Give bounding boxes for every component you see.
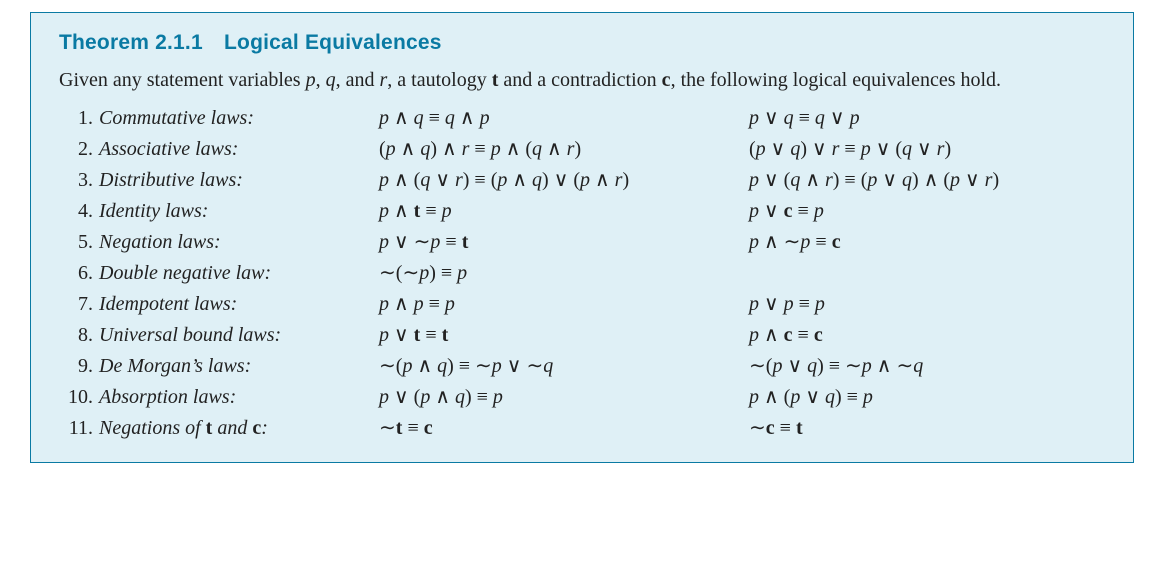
- law-equiv-a: (p ∧ q) ∧ r ≡ p ∧ (q ∧ r): [379, 136, 749, 161]
- law-equiv-b: p ∨ p ≡ p: [749, 291, 1099, 316]
- law-equiv-a: ∼t ≡ c: [379, 415, 749, 440]
- law-number: 11.: [59, 417, 99, 440]
- law-equiv-a: p ∧ (q ∨ r) ≡ (p ∧ q) ∨ (p ∧ r): [379, 167, 749, 192]
- intro-text: , and: [336, 69, 380, 91]
- law-name: Absorption laws:: [99, 386, 379, 409]
- law-equiv-b: p ∧ ∼p ≡ c: [749, 229, 1099, 254]
- sym-c: c: [662, 69, 671, 91]
- law-name: De Morgan’s laws:: [99, 355, 379, 378]
- law-equiv-a: ∼(∼p) ≡ p: [379, 260, 749, 285]
- intro-text: Given any statement variables: [59, 69, 306, 91]
- var-p: p: [306, 69, 316, 91]
- page: Theorem 2.1.1 Logical Equivalences Given…: [0, 0, 1164, 483]
- theorem-box: Theorem 2.1.1 Logical Equivalences Given…: [30, 12, 1134, 463]
- law-name: Idempotent laws:: [99, 293, 379, 316]
- theorem-title: Theorem 2.1.1 Logical Equivalences: [59, 31, 1105, 55]
- law-number: 2.: [59, 138, 99, 161]
- law-name: Distributive laws:: [99, 169, 379, 192]
- law-equiv-a: p ∧ q ≡ q ∧ p: [379, 105, 749, 130]
- law-number: 10.: [59, 386, 99, 409]
- law-equiv-a: ∼(p ∧ q) ≡ ∼p ∨ ∼q: [379, 353, 749, 378]
- law-equiv-b: ∼(p ∨ q) ≡ ∼p ∧ ∼q: [749, 353, 1099, 378]
- law-name: Double negative law:: [99, 262, 379, 285]
- intro-text: and a contradiction: [498, 69, 661, 91]
- law-number: 8.: [59, 324, 99, 347]
- law-equiv-b: p ∨ c ≡ p: [749, 198, 1099, 223]
- law-name: Commutative laws:: [99, 107, 379, 130]
- law-number: 7.: [59, 293, 99, 316]
- law-name: Negations of t and c:: [99, 417, 379, 440]
- law-equiv-b: p ∨ q ≡ q ∨ p: [749, 105, 1099, 130]
- law-name: Universal bound laws:: [99, 324, 379, 347]
- law-name: Negation laws:: [99, 231, 379, 254]
- intro-text: , the following logical equivalences hol…: [671, 69, 1001, 91]
- law-equiv-a: p ∧ t ≡ p: [379, 198, 749, 223]
- laws-grid: 1. Commutative laws: p ∧ q ≡ q ∧ p p ∨ q…: [59, 105, 1105, 440]
- law-number: 1.: [59, 107, 99, 130]
- law-number: 4.: [59, 200, 99, 223]
- theorem-intro: Given any statement variables p, q, and …: [59, 65, 1105, 95]
- law-equiv-b: p ∧ c ≡ c: [749, 322, 1099, 347]
- law-number: 9.: [59, 355, 99, 378]
- law-equiv-b: ∼c ≡ t: [749, 415, 1099, 440]
- law-equiv-a: p ∧ p ≡ p: [379, 291, 749, 316]
- var-q: q: [326, 69, 336, 91]
- law-equiv-b: p ∨ (q ∧ r) ≡ (p ∨ q) ∧ (p ∨ r): [749, 167, 1099, 192]
- law-number: 6.: [59, 262, 99, 285]
- law-name: Associative laws:: [99, 138, 379, 161]
- law-name: Identity laws:: [99, 200, 379, 223]
- law-equiv-b: p ∧ (p ∨ q) ≡ p: [749, 384, 1099, 409]
- law-equiv-b: (p ∨ q) ∨ r ≡ p ∨ (q ∨ r): [749, 136, 1099, 161]
- intro-text: , a tautology: [387, 69, 491, 91]
- law-equiv-a: p ∨ t ≡ t: [379, 322, 749, 347]
- law-equiv-a: p ∨ (p ∧ q) ≡ p: [379, 384, 749, 409]
- intro-text: ,: [316, 69, 326, 91]
- law-number: 3.: [59, 169, 99, 192]
- law-equiv-a: p ∨ ∼p ≡ t: [379, 229, 749, 254]
- law-number: 5.: [59, 231, 99, 254]
